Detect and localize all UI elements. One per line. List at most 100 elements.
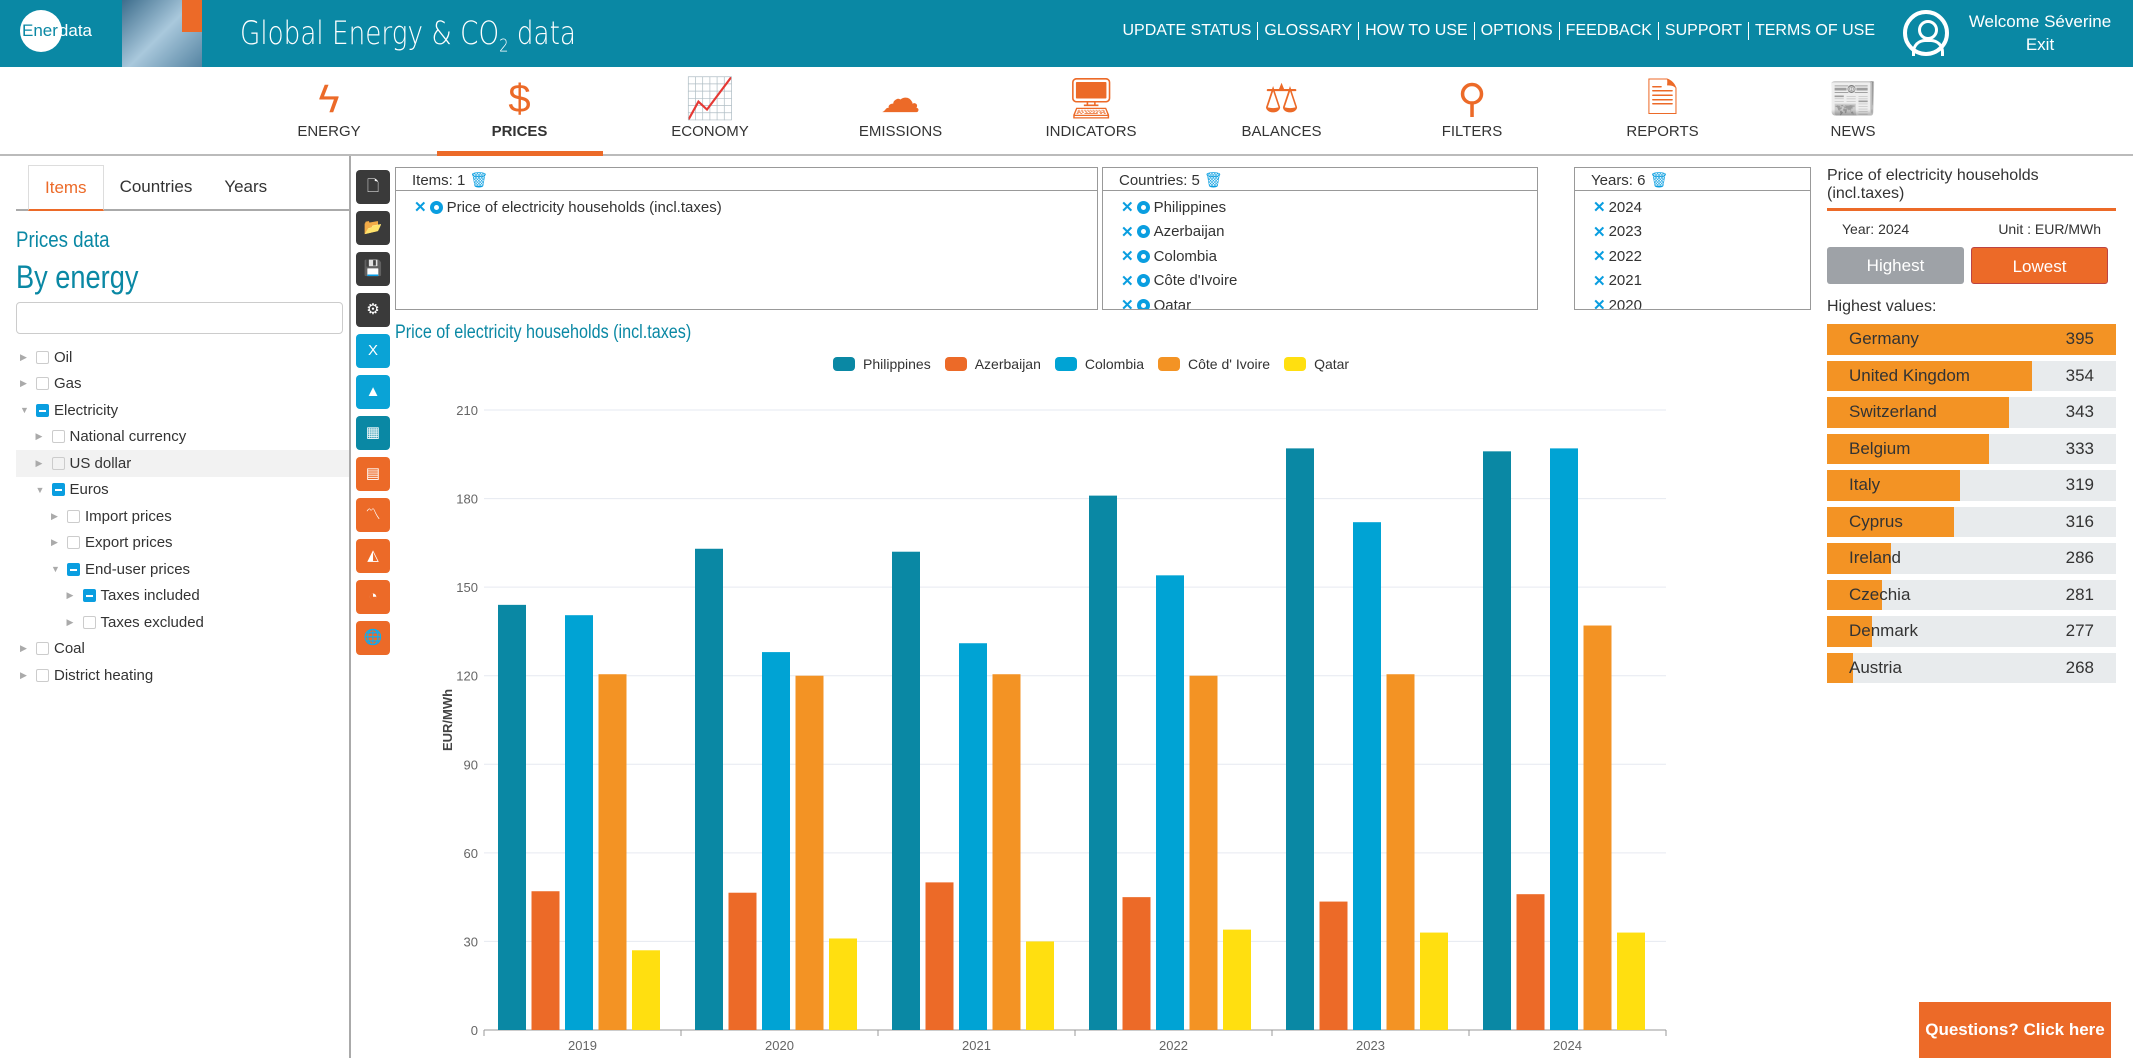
eye-icon[interactable] [1136, 225, 1150, 239]
ranking-row[interactable]: Italy 319 [1827, 470, 2116, 501]
area-chart-button[interactable]: ◭ [356, 539, 390, 573]
top-link-how-to-use[interactable]: HOW TO USE [1358, 22, 1474, 40]
tree-search-input[interactable] [16, 302, 343, 334]
nav-energy[interactable]: ϟ ENERGY [246, 67, 412, 154]
tree-node[interactable]: ▶ District heating [16, 662, 349, 689]
exit-link[interactable]: Exit [2025, 35, 2055, 54]
tree-checkbox[interactable] [67, 562, 80, 576]
nav-filters[interactable]: ⚲ FILTERS [1389, 67, 1555, 154]
bar-chart-button[interactable]: ▤ [356, 457, 390, 491]
trash-icon[interactable]: 🗑 [469, 172, 489, 189]
expand-arrow-icon[interactable]: ▶ [51, 510, 58, 521]
ranking-row[interactable]: Belgium 333 [1827, 433, 2116, 464]
tree-checkbox[interactable] [36, 668, 49, 682]
expand-arrow-icon[interactable]: ▶ [20, 643, 27, 654]
top-link-update-status[interactable]: UPDATE STATUS [1122, 22, 1252, 39]
ranking-row[interactable]: Germany 395 [1827, 324, 2116, 355]
eye-icon[interactable] [1136, 200, 1150, 214]
expand-arrow-icon[interactable]: ▶ [20, 669, 27, 680]
globe-button[interactable]: 🌐 [356, 621, 390, 655]
new-file-button[interactable]: 🗋 [356, 170, 390, 204]
tree-node[interactable]: ▶ Taxes included [16, 583, 349, 610]
nav-prices[interactable]: $ PRICES [436, 67, 603, 156]
remove-icon[interactable]: ✕ [1121, 272, 1134, 290]
tree-node[interactable]: ▶ Oil [16, 344, 349, 371]
ranking-row[interactable]: United Kingdom 354 [1827, 360, 2116, 391]
collapse-arrow-icon[interactable]: ▼ [20, 405, 29, 416]
remove-icon[interactable]: ✕ [1593, 272, 1606, 290]
legend-item[interactable]: Azerbaijan [944, 356, 1041, 372]
eye-icon[interactable] [1136, 274, 1150, 288]
tree-checkbox[interactable] [67, 509, 80, 523]
remove-icon[interactable]: ✕ [1593, 199, 1606, 217]
expand-arrow-icon[interactable]: ▶ [20, 378, 27, 389]
ranking-row[interactable]: Denmark 277 [1827, 616, 2116, 647]
tree-checkbox[interactable] [82, 589, 96, 603]
nav-news[interactable]: 📰 NEWS [1770, 67, 1936, 154]
collapse-arrow-icon[interactable]: ▼ [35, 484, 45, 495]
tree-checkbox[interactable] [51, 456, 65, 470]
expand-arrow-icon[interactable]: ▶ [35, 457, 43, 468]
lowest-button[interactable]: Lowest [1971, 247, 2108, 284]
ranking-row[interactable]: Austria 268 [1827, 652, 2116, 683]
tree-checkbox[interactable] [36, 642, 49, 656]
top-link-support[interactable]: SUPPORT [1657, 22, 1748, 40]
tree-node[interactable]: ▶ Taxes excluded [16, 609, 349, 636]
tab-items[interactable]: Items [28, 165, 104, 211]
nav-economy[interactable]: 📈 ECONOMY [627, 67, 793, 154]
tree-node[interactable]: ▼ End-user prices [16, 556, 349, 583]
remove-icon[interactable]: ✕ [1121, 248, 1134, 266]
open-folder-button[interactable]: 📂 [356, 211, 390, 245]
ranking-row[interactable]: Czechia 281 [1827, 579, 2116, 610]
top-link-glossary[interactable]: GLOSSARY [1257, 22, 1358, 40]
remove-icon[interactable]: ✕ [1121, 297, 1134, 310]
tree-checkbox[interactable] [36, 403, 49, 417]
remove-icon[interactable]: ✕ [414, 199, 427, 217]
collapse-arrow-icon[interactable]: ▼ [51, 564, 60, 575]
tree-node[interactable]: ▶ National currency [16, 424, 349, 451]
user-avatar-icon[interactable] [1903, 10, 1949, 56]
tree-checkbox[interactable] [67, 536, 80, 550]
line-chart-button[interactable]: 〽 [356, 498, 390, 532]
tree-checkbox[interactable] [51, 483, 65, 497]
remove-icon[interactable]: ✕ [1121, 199, 1134, 217]
table-view-button[interactable]: ▦ [356, 416, 390, 450]
ranking-row[interactable]: Ireland 286 [1827, 543, 2116, 574]
tree-checkbox[interactable] [51, 430, 65, 444]
tab-years[interactable]: Years [224, 177, 268, 196]
remove-icon[interactable]: ✕ [1593, 297, 1606, 310]
excel-export-button[interactable]: X [356, 334, 390, 368]
nav-indicators[interactable]: 🖥 INDICATORS [1008, 67, 1174, 154]
tree-node[interactable]: ▶ Gas [16, 371, 349, 398]
eye-icon[interactable] [1136, 298, 1150, 309]
top-link-options[interactable]: OPTIONS [1473, 22, 1559, 40]
remove-icon[interactable]: ✕ [1593, 223, 1606, 241]
legend-item[interactable]: Côte d' Ivoire [1158, 356, 1270, 372]
enerdata-logo[interactable]: Enerdata [20, 10, 92, 52]
pie-chart-button[interactable]: ◔ [356, 580, 390, 614]
legend-item[interactable]: Qatar [1284, 356, 1349, 372]
nav-reports[interactable]: 🗎 REPORTS [1580, 67, 1746, 154]
tree-checkbox[interactable] [82, 615, 96, 629]
expand-arrow-icon[interactable]: ▶ [66, 590, 74, 601]
tree-node[interactable]: ▶ Import prices [16, 503, 349, 530]
save-button[interactable]: 💾 [356, 252, 390, 286]
ranking-row[interactable]: Switzerland 343 [1827, 397, 2116, 428]
legend-item[interactable]: Philippines [833, 356, 931, 372]
remove-icon[interactable]: ✕ [1121, 223, 1134, 241]
top-link-feedback[interactable]: FEEDBACK [1558, 22, 1658, 40]
legend-item[interactable]: Colombia [1054, 356, 1144, 372]
trash-icon[interactable]: 🗑 [1204, 172, 1224, 189]
expand-arrow-icon[interactable]: ▶ [51, 537, 58, 548]
tree-node[interactable]: ▶ US dollar [16, 450, 349, 477]
questions-button[interactable]: Questions? Click here [1919, 1002, 2111, 1058]
eye-icon[interactable] [1136, 249, 1150, 263]
expand-arrow-icon[interactable]: ▶ [66, 616, 74, 627]
tree-node[interactable]: ▶ Coal [16, 636, 349, 663]
ranking-row[interactable]: Cyprus 316 [1827, 506, 2116, 537]
tree-checkbox[interactable] [36, 377, 49, 391]
trash-icon[interactable]: 🗑 [1649, 172, 1669, 189]
tree-node[interactable]: ▼ Euros [16, 477, 349, 504]
tab-countries[interactable]: Countries [119, 177, 193, 196]
image-export-button[interactable]: ▲ [356, 375, 390, 409]
